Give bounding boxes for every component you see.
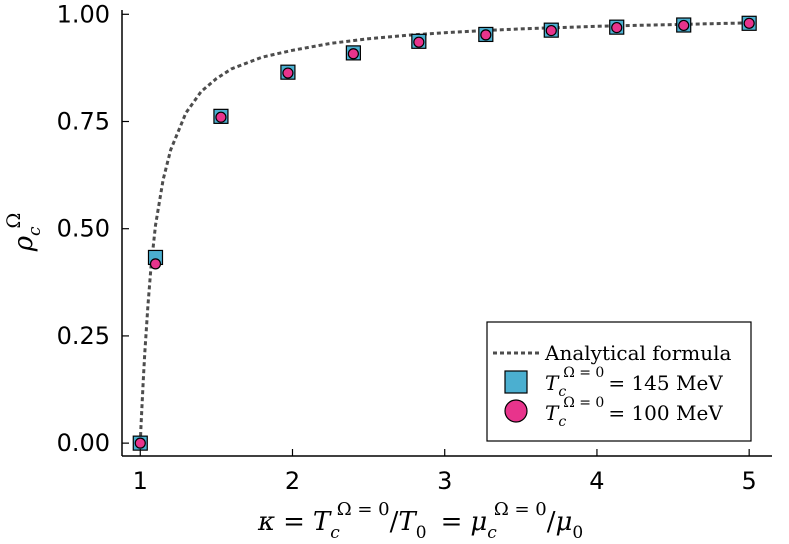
legend-label-analytical: Analytical formula [544,341,732,365]
analytical-curve [138,21,750,444]
svg-text:κ=TcΩ = 0/T0=μcΩ = 0/μ0: κ = TcΩ = 0/T0 = μcΩ = 0/μ0 [257,499,583,543]
x-label-zero2: 0 [572,523,583,543]
legend-145-sup: Ω = 0 [563,365,604,381]
circle-marker-100mev [611,21,623,34]
axes-layer [121,10,772,457]
x-label-mu0: μ [555,507,572,537]
x-axis-label: κ = TcΩ = 0/T0 = μcΩ = 0/μ0 [257,499,583,543]
legend-145-c: c [558,384,566,400]
svg-text:ρcΩ: ρcΩ [3,213,45,253]
legend-145-T: T [545,371,560,395]
x-label-zero: 0 [416,523,427,543]
x-label-T: T [313,507,332,537]
y-label-sup: Ω [3,213,25,229]
marker-layer [132,15,757,451]
circle-marker-100mev [678,19,690,32]
x-ticks: 1 2 3 4 5 [133,449,757,495]
legend-swatch-circle [504,399,528,423]
y-tick-label: 1.00 [57,0,110,28]
x-label-T0: T [398,507,417,537]
circle-marker-100mev [413,36,425,48]
circle-marker-100mev [347,48,359,60]
y-axis-label: ρcΩ [3,213,45,253]
circle-marker-100mev [149,258,162,270]
x-label-eq1: = [283,507,305,537]
x-label-slash1: / [390,507,399,537]
x-label-eq2: = [441,507,463,537]
legend-100-c: c [558,414,566,430]
circle-marker-100mev [282,67,294,79]
x-tick-label: 2 [285,467,300,495]
legend: Analytical formula TcΩ = 0 = 145 MeV TcΩ … [486,321,752,442]
y-tick-label: 0.25 [57,322,110,350]
circle-marker-100mev [215,111,227,123]
x-label-sup2: Ω = 0 [494,499,547,520]
x-tick-label: 1 [133,467,148,495]
x-label-sup: Ω = 0 [337,499,390,520]
x-label-slash2: / [547,507,556,537]
legend-100-T: T [545,401,560,425]
legend-box [486,321,752,442]
y-tick-label: 0.50 [57,215,110,243]
circle-marker-100mev [134,437,146,449]
x-tick-label: 4 [589,467,604,495]
y-label-rho: ρ [9,235,39,252]
x-tick-label: 3 [437,467,452,495]
x-label-mu: μ [470,507,487,537]
legend-145-rest: = 145 MeV [608,371,723,395]
analytical-curve-layer [138,21,750,444]
x-label-c: c [330,523,340,543]
y-ticks: 0.00 0.25 0.50 0.75 1.00 [57,0,129,457]
x-label-c2: c [487,523,497,543]
circle-marker-100mev [743,17,755,29]
legend-swatch-square [504,370,528,394]
x-label-kappa: κ [257,507,275,537]
x-tick-label: 5 [742,467,757,495]
circle-marker-100mev [480,29,492,41]
legend-label-145: Tc Ω = 0 = 145 MeV [545,365,723,400]
legend-100-sup: Ω = 0 [563,395,604,411]
legend-label-100: Tc Ω = 0 = 100 MeV [545,395,723,430]
y-tick-label: 0.75 [57,108,110,136]
legend-100-rest: = 100 MeV [608,401,723,425]
y-tick-label: 0.00 [57,429,110,457]
circle-marker-100mev [545,24,557,37]
y-label-sub: c [25,226,45,236]
